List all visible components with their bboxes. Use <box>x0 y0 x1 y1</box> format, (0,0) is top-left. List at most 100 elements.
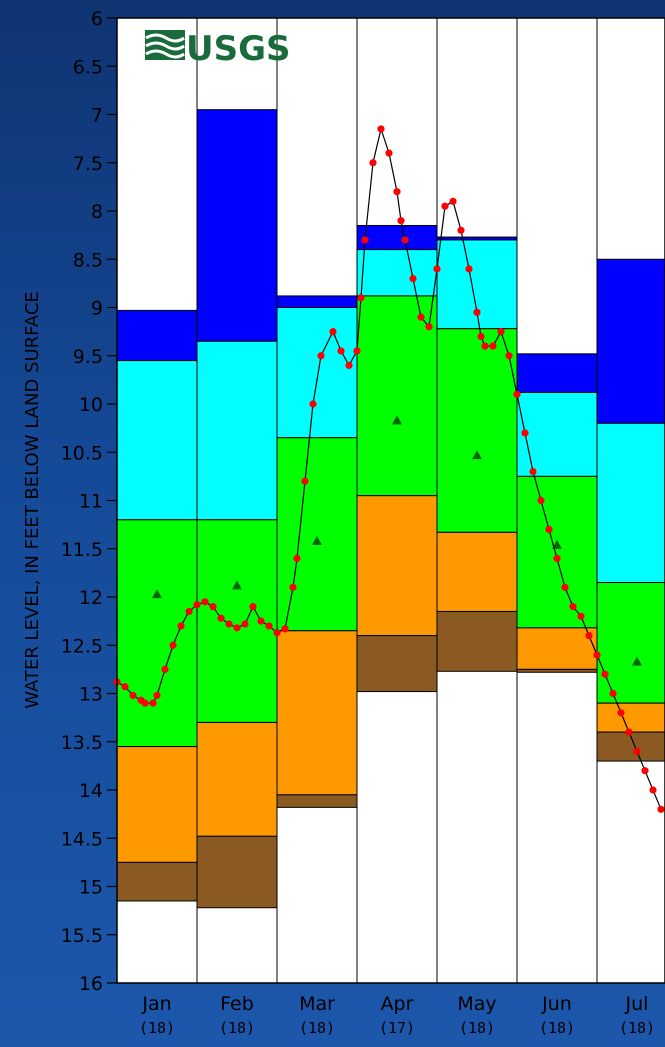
band-p75-p25-jan <box>116 519 198 748</box>
series-point <box>553 554 561 563</box>
usgs-logo-text: USGS <box>186 29 291 69</box>
series-point <box>609 689 617 698</box>
median-marker-feb <box>232 580 242 590</box>
series-point <box>633 747 641 756</box>
band-p75-p25-jun <box>516 475 598 629</box>
series-point <box>153 691 161 700</box>
series-point <box>289 583 297 591</box>
median-marker-mar <box>312 536 322 546</box>
band-max-p90-apr <box>356 224 438 251</box>
x-record-count-apr: (17) <box>379 1019 415 1037</box>
y-tick-label: 8.5 <box>73 249 103 271</box>
series-point <box>561 583 569 591</box>
median-marker-apr <box>392 415 402 425</box>
y-tick-label: 13 <box>79 684 103 706</box>
band-p25-p10-may <box>436 531 518 612</box>
series-point <box>585 632 593 640</box>
series-point <box>537 496 545 505</box>
band-p10-min-may <box>436 610 518 672</box>
series-point <box>241 620 249 628</box>
y-tick-label: 16 <box>79 973 103 995</box>
series-point <box>641 767 649 775</box>
band-p10-min-jan <box>116 861 198 902</box>
band-p90-p75-jul <box>596 422 665 584</box>
y-tick-label: 13.5 <box>61 732 103 754</box>
series-point <box>317 352 325 360</box>
band-p25-p10-mar <box>276 630 358 796</box>
y-tick-label: 14 <box>79 780 103 802</box>
y-tick-label: 11.5 <box>61 539 103 561</box>
series-point <box>397 217 405 225</box>
series-point <box>369 159 377 167</box>
x-record-count-mar: (18) <box>299 1019 335 1037</box>
band-p75-p25-mar <box>276 437 358 632</box>
x-record-count-feb: (18) <box>219 1019 255 1037</box>
series-point <box>417 313 425 321</box>
series-point <box>457 226 465 234</box>
y-tick-label: 6.5 <box>73 56 103 78</box>
band-max-p90-jul <box>596 258 665 424</box>
y-tick-label: 9 <box>91 298 103 320</box>
band-p90-p75-feb <box>196 340 278 521</box>
band-p25-p10-apr <box>356 495 438 637</box>
percentile-bands <box>116 109 665 909</box>
band-p75-p25-feb <box>196 519 278 723</box>
x-record-count-may: (18) <box>459 1019 495 1037</box>
y-tick-label: 15.5 <box>61 925 103 947</box>
series-point <box>185 607 193 616</box>
x-tick-label-jan: Jan <box>141 993 171 1015</box>
band-p75-p25-jul <box>596 582 665 704</box>
band-p25-p10-jul <box>596 702 665 733</box>
series-point <box>649 786 657 794</box>
band-p10-min-apr <box>356 635 438 693</box>
series-point <box>473 308 481 316</box>
y-tick-label: 9.5 <box>73 346 103 368</box>
y-tick-label: 11 <box>79 491 103 513</box>
usgs-logo: USGS <box>145 29 291 69</box>
series-point <box>361 236 369 244</box>
band-p90-p75-jan <box>116 360 198 521</box>
y-tick-label: 8 <box>91 201 103 223</box>
x-tick-label-apr: Apr <box>381 993 414 1015</box>
series-point <box>309 400 317 408</box>
series-point <box>169 641 177 649</box>
x-axis-ticks: Jan (18) Feb (18) Mar (18) Apr (17) May (18) Jun (1… <box>139 993 655 1037</box>
series-point <box>217 614 225 622</box>
band-p75-p25-may <box>436 328 518 533</box>
series-point <box>329 328 337 336</box>
band-p90-p75-apr <box>356 249 438 297</box>
series-point <box>569 603 577 611</box>
series-point <box>593 651 601 659</box>
y-tick-label: 6 <box>91 8 103 30</box>
series-point <box>625 728 633 736</box>
band-p10-min-feb <box>196 835 278 909</box>
series-point <box>161 665 169 673</box>
series-point <box>385 149 393 157</box>
band-p25-p10-jun <box>516 627 598 670</box>
x-tick-label-may: May <box>457 993 496 1015</box>
x-record-count-jan: (18) <box>139 1019 175 1037</box>
y-tick-label: 12.5 <box>61 635 103 657</box>
series-point <box>345 361 353 369</box>
band-p90-p75-mar <box>276 307 358 439</box>
y-tick-label: 12 <box>79 587 103 609</box>
band-max-p90-mar <box>276 295 358 309</box>
series-point <box>577 612 585 620</box>
median-marker-jul <box>632 656 642 666</box>
band-p10-min-jun <box>516 668 598 673</box>
band-max-p90-jun <box>516 353 598 393</box>
series-point <box>521 429 529 437</box>
series-point <box>301 477 309 485</box>
series-point <box>201 598 209 606</box>
series-point <box>377 125 385 133</box>
y-tick-label: 14.5 <box>61 828 103 850</box>
series-point <box>257 617 265 625</box>
band-p10-min-mar <box>276 794 358 808</box>
series-point <box>497 328 505 336</box>
y-axis-label: WATER LEVEL, IN FEET BELOW LAND SURFACE <box>22 291 43 709</box>
x-record-count-jul: (18) <box>619 1019 655 1037</box>
y-tick-label: 7 <box>91 105 103 127</box>
x-tick-label-jul: Jul <box>625 993 649 1015</box>
